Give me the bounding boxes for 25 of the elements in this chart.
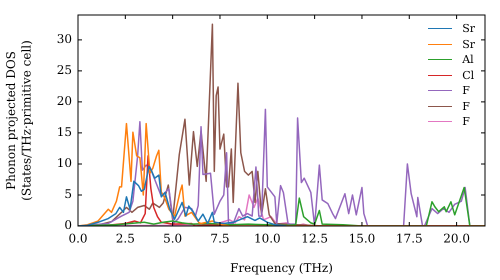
x-tick-label: 5.0 bbox=[163, 231, 182, 246]
legend-label: F bbox=[462, 100, 470, 113]
x-tick-label: 7.5 bbox=[210, 231, 230, 246]
y-tick-label: 10 bbox=[56, 156, 72, 170]
x-tick-label: 15.0 bbox=[348, 231, 376, 246]
x-tick-label: 20.0 bbox=[443, 231, 470, 246]
x-tick-label: 2.5 bbox=[116, 231, 135, 246]
y-axis-title: Phonon projected DOS (States/THz·primitive cell) bbox=[4, 40, 34, 201]
x-axis-title: Frequency (THz) bbox=[230, 260, 333, 275]
y-tick-label: 20 bbox=[56, 94, 72, 108]
y-tick-label: 5 bbox=[64, 187, 72, 202]
x-tick-label: 17.5 bbox=[396, 231, 423, 246]
y-tick-label: 30 bbox=[56, 32, 72, 46]
legend-label: Sr bbox=[462, 22, 475, 36]
x-tick-label: 10.0 bbox=[254, 231, 281, 246]
y-tick-label: 15 bbox=[56, 125, 72, 140]
y-tick-label: 0 bbox=[64, 218, 72, 232]
x-tick-label: 0.0 bbox=[68, 231, 88, 246]
legend-label: Cl bbox=[462, 68, 474, 82]
legend-label: Sr bbox=[462, 38, 475, 51]
y-tick-label: 25 bbox=[56, 62, 72, 77]
legend-label: F bbox=[462, 115, 470, 128]
legend-label: Al bbox=[462, 53, 474, 66]
x-tick-label: 12.5 bbox=[301, 231, 328, 246]
legend-label: F bbox=[462, 84, 470, 98]
